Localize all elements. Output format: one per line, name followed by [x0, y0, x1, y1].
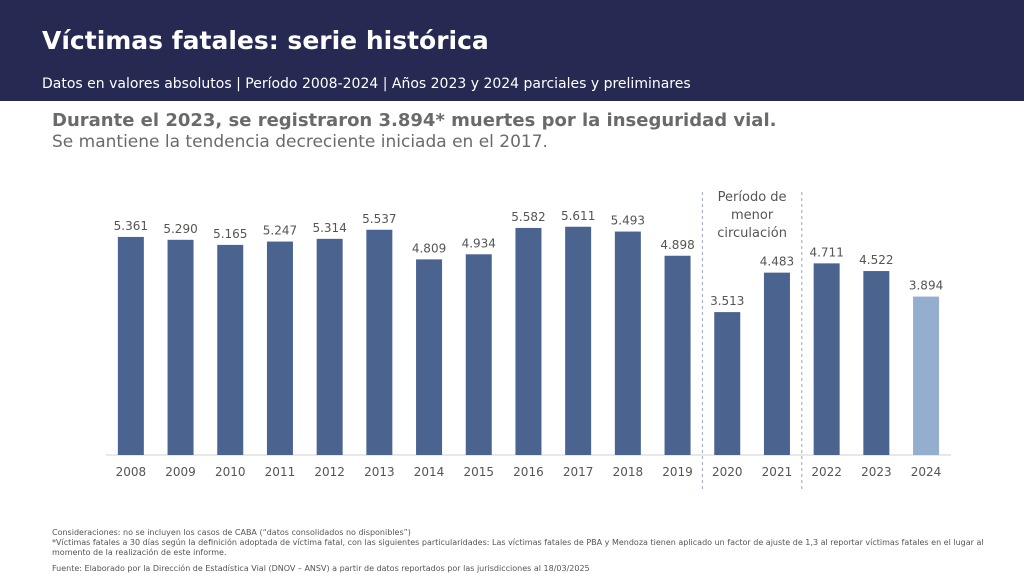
data-label-2010: 5.165: [213, 227, 247, 241]
data-label-2011: 5.247: [263, 224, 297, 238]
tick-label-2014: 2014: [414, 465, 445, 479]
tick-label-2008: 2008: [116, 465, 147, 479]
tick-label-2013: 2013: [364, 465, 395, 479]
data-label-2014: 4.809: [412, 241, 446, 255]
bar-2015: [465, 254, 492, 455]
bar-2014: [416, 259, 443, 455]
tick-label-2022: 2022: [811, 465, 842, 479]
annotation-line-2: menor: [731, 208, 774, 223]
bar-2011: [266, 241, 293, 455]
tick-label-2010: 2010: [215, 465, 246, 479]
data-label-2018: 5.493: [611, 214, 645, 228]
tick-label-2015: 2015: [463, 465, 494, 479]
bar-2023: [863, 271, 890, 455]
data-label-2021: 4.483: [760, 255, 794, 269]
bar-2024: [913, 296, 940, 455]
data-label-2012: 5.314: [312, 221, 346, 235]
tick-label-2018: 2018: [613, 465, 644, 479]
tick-label-2017: 2017: [563, 465, 594, 479]
tick-label-2012: 2012: [314, 465, 345, 479]
bar-2018: [614, 231, 641, 455]
bar-2009: [167, 239, 194, 455]
page-title: Víctimas fatales: serie histórica: [42, 26, 489, 55]
headline-bold: Durante el 2023, se registraron 3.894* m…: [52, 110, 777, 131]
data-label-2020: 3.513: [710, 294, 744, 308]
footnotes: Consideraciones: no se incluyen los caso…: [52, 528, 1012, 574]
bar-chart: 5.361 2008 5.290 2009 5.165 2010 5.247 2011 5.31…: [106, 190, 951, 490]
data-label-2022: 4.711: [809, 245, 843, 259]
tick-label-2011: 2011: [265, 465, 296, 479]
header-bar: Víctimas fatales: serie histórica Datos …: [0, 0, 1024, 101]
tick-label-2009: 2009: [165, 465, 196, 479]
page-subtitle: Datos en valores absolutos | Período 200…: [42, 76, 691, 92]
bar-2021: [763, 272, 790, 455]
bar-2010: [217, 244, 244, 455]
bar-2012: [316, 238, 343, 455]
bar-2019: [664, 255, 691, 455]
headline-regular: Se mantiene la tendencia decreciente ini…: [52, 132, 548, 152]
bar-2020: [714, 312, 741, 455]
bar-2016: [515, 227, 542, 455]
note-considerations: Consideraciones: no se incluyen los caso…: [52, 528, 411, 537]
data-label-2016: 5.582: [511, 210, 545, 224]
annotation-line-3: circulación: [717, 226, 787, 241]
annotation-line-1: Período de: [718, 190, 787, 205]
note-definition: *Víctimas fatales a 30 días según la def…: [52, 538, 984, 557]
tick-label-2020: 2020: [712, 465, 743, 479]
tick-label-2024: 2024: [911, 465, 942, 479]
data-label-2008: 5.361: [114, 219, 148, 233]
data-label-2019: 4.898: [660, 238, 694, 252]
note-source: Fuente: Elaborado por la Dirección de Es…: [52, 564, 590, 573]
bar-2022: [813, 263, 840, 455]
data-label-2013: 5.537: [362, 212, 396, 226]
tick-label-2019: 2019: [662, 465, 693, 479]
bar-2008: [117, 236, 144, 455]
data-label-2024: 3.894: [909, 279, 943, 293]
bar-2013: [366, 229, 393, 455]
data-label-2015: 4.934: [462, 236, 496, 250]
tick-label-2023: 2023: [861, 465, 892, 479]
bar-2017: [565, 226, 592, 455]
tick-label-2021: 2021: [762, 465, 793, 479]
data-label-2009: 5.290: [163, 222, 197, 236]
data-label-2017: 5.611: [561, 209, 595, 223]
data-label-2023: 4.522: [859, 253, 893, 267]
tick-label-2016: 2016: [513, 465, 544, 479]
